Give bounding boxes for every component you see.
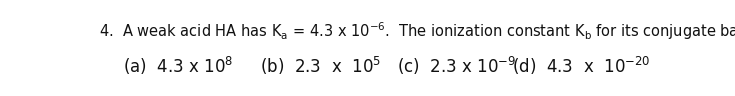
Text: (c)  2.3 x 10$^{-9}$: (c) 2.3 x 10$^{-9}$ [397, 54, 516, 77]
Text: 4.  A weak acid HA has K$_{\rm a}$ = 4.3 x 10$^{-6}$.  The ionization constant K: 4. A weak acid HA has K$_{\rm a}$ = 4.3 … [98, 20, 735, 42]
Text: (d)  4.3  x  10$^{-20}$: (d) 4.3 x 10$^{-20}$ [512, 54, 651, 77]
Text: (b)  2.3  x  10$^{5}$: (b) 2.3 x 10$^{5}$ [260, 54, 381, 77]
Text: (a)  4.3 x 10$^{8}$: (a) 4.3 x 10$^{8}$ [123, 54, 234, 77]
